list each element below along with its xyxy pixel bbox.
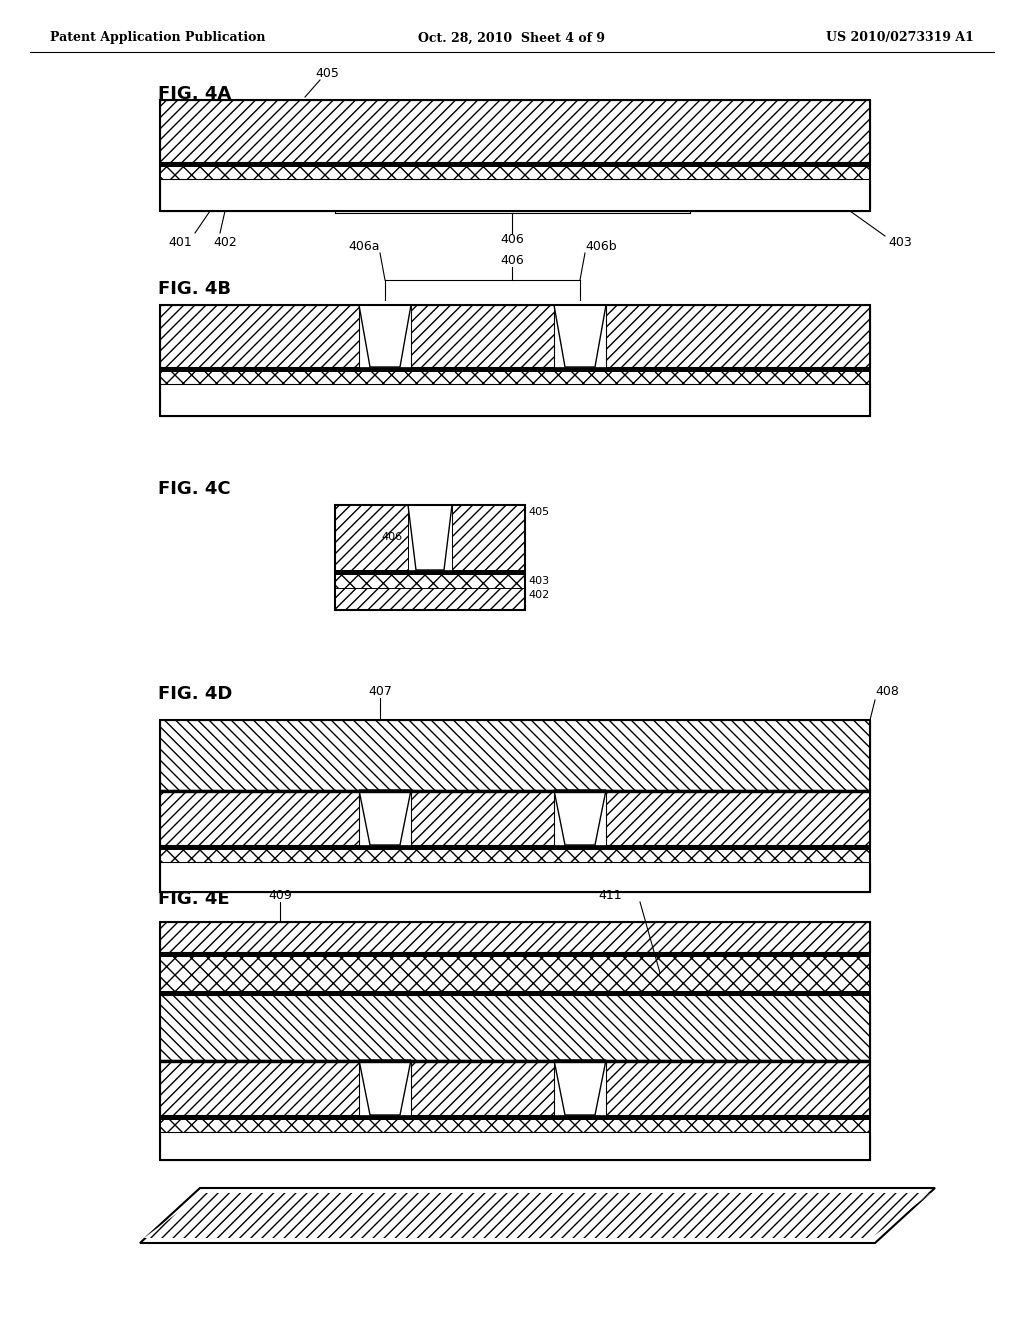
- Bar: [160, 162, 870, 166]
- Bar: [160, 367, 870, 371]
- Bar: [160, 1133, 870, 1160]
- Text: 402: 402: [213, 236, 237, 249]
- Polygon shape: [359, 1060, 411, 1115]
- Bar: [160, 719, 870, 789]
- Bar: [160, 991, 870, 995]
- Polygon shape: [554, 305, 606, 367]
- Polygon shape: [359, 305, 411, 367]
- Text: FIG. 4E: FIG. 4E: [158, 890, 229, 908]
- Bar: [335, 570, 525, 574]
- Bar: [160, 1119, 870, 1133]
- Bar: [160, 789, 359, 845]
- Bar: [160, 845, 870, 849]
- Bar: [411, 1060, 554, 1115]
- Text: FIG. 4D: FIG. 4D: [158, 685, 232, 704]
- Text: 406b: 406b: [585, 240, 616, 253]
- Bar: [606, 789, 870, 845]
- Polygon shape: [408, 506, 452, 570]
- Bar: [160, 180, 870, 211]
- Bar: [335, 587, 525, 610]
- Bar: [606, 305, 870, 367]
- Text: US 2010/0273319 A1: US 2010/0273319 A1: [826, 32, 974, 45]
- Text: 401: 401: [168, 236, 191, 249]
- Bar: [160, 100, 870, 162]
- Text: 406a: 406a: [348, 240, 380, 253]
- Text: 403: 403: [888, 236, 911, 249]
- Text: 403: 403: [528, 576, 549, 586]
- Bar: [160, 995, 870, 1060]
- Polygon shape: [554, 789, 606, 845]
- Bar: [160, 789, 870, 793]
- Polygon shape: [359, 789, 411, 845]
- Bar: [160, 371, 870, 384]
- Text: FIG. 4B: FIG. 4B: [158, 280, 231, 298]
- Bar: [335, 506, 408, 570]
- Bar: [160, 384, 870, 416]
- Text: 409: 409: [268, 888, 292, 902]
- Bar: [160, 305, 359, 367]
- Bar: [160, 956, 870, 991]
- Text: 407: 407: [368, 685, 392, 698]
- Text: Oct. 28, 2010  Sheet 4 of 9: Oct. 28, 2010 Sheet 4 of 9: [419, 32, 605, 45]
- Bar: [452, 506, 525, 570]
- Text: 406: 406: [500, 234, 524, 246]
- Bar: [160, 921, 870, 1160]
- Text: FIG. 4C: FIG. 4C: [158, 480, 230, 498]
- Bar: [411, 305, 554, 367]
- Bar: [160, 166, 870, 180]
- Polygon shape: [144, 1193, 931, 1238]
- Bar: [160, 952, 870, 956]
- Bar: [160, 849, 870, 862]
- Bar: [160, 921, 870, 952]
- Bar: [606, 1060, 870, 1115]
- Bar: [160, 1060, 359, 1115]
- Text: Patent Application Publication: Patent Application Publication: [50, 32, 265, 45]
- Text: 405: 405: [528, 507, 549, 517]
- Bar: [335, 574, 525, 587]
- Bar: [335, 506, 525, 610]
- Bar: [160, 719, 870, 892]
- Bar: [160, 1060, 870, 1063]
- Polygon shape: [554, 1060, 606, 1115]
- Bar: [160, 1115, 870, 1119]
- Text: 406: 406: [382, 532, 403, 543]
- Text: FIG. 4A: FIG. 4A: [158, 84, 231, 103]
- Bar: [160, 862, 870, 892]
- Text: 405: 405: [315, 67, 339, 81]
- Text: 411: 411: [598, 888, 622, 902]
- Text: 402: 402: [528, 590, 549, 601]
- Bar: [411, 789, 554, 845]
- Bar: [160, 100, 870, 211]
- Text: 408: 408: [874, 685, 899, 698]
- Bar: [160, 305, 870, 416]
- Text: 406: 406: [500, 253, 524, 267]
- Polygon shape: [140, 1188, 935, 1243]
